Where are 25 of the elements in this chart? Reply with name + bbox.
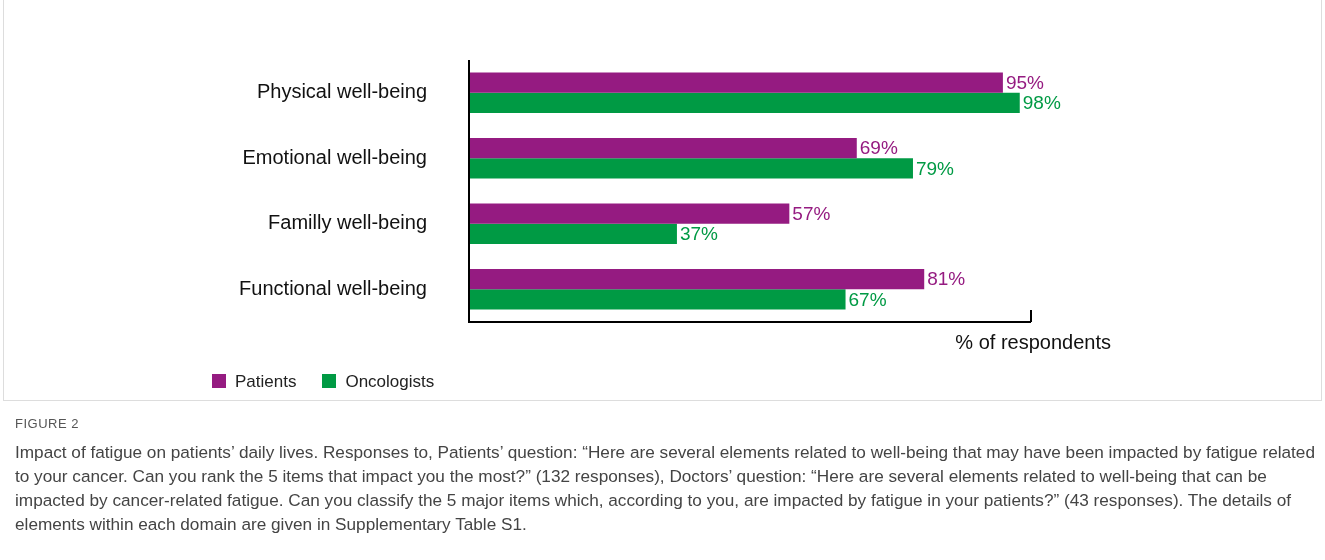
x-axis-title: % of respondents [955,330,1111,353]
data-label: 98% [1022,92,1061,114]
legend-label: Patients [234,372,297,392]
bar [469,72,1003,93]
data-label: 79% [915,157,955,179]
bar [469,158,913,179]
text: Impact of fatigue on patients’ daily lives. Responses to, Patients’ question: “Here are several elements related to well-being that may have been impacted by fatigue related to your cancer. Can you rank the 5 items that impact you the most?” (132 responses), Doctors’ question: “Here are several elements related to well-being that can be impacted by cancer-related fatigue. Can you classify the 5 major items which, according to you, are impacted by fatigue in your patients?” (43 responses). The details of elements within each domain are given in Supplementary Table S1. [15,441,1315,536]
data-label: 67% [848,288,887,310]
data-label: 57% [792,202,831,224]
bar [469,203,790,224]
data-label: 95% [1005,71,1045,93]
data-label: 81% [927,268,966,290]
y-tick-label: Physical well-being [256,80,427,103]
bar [469,268,925,290]
bar [469,289,846,310]
y-tick-label: Functional well-being [239,276,427,299]
bar [469,223,677,245]
data-label: 37% [679,223,719,245]
y-tick-label: Emotional well-being [242,145,427,168]
y-tick-label: Familly well-being [268,211,427,234]
bar [469,137,857,159]
caption: FIGURE 2 [15,416,79,431]
bar [469,92,1020,114]
data-label: 69% [859,137,898,159]
legend-label: Oncologists [344,372,435,392]
